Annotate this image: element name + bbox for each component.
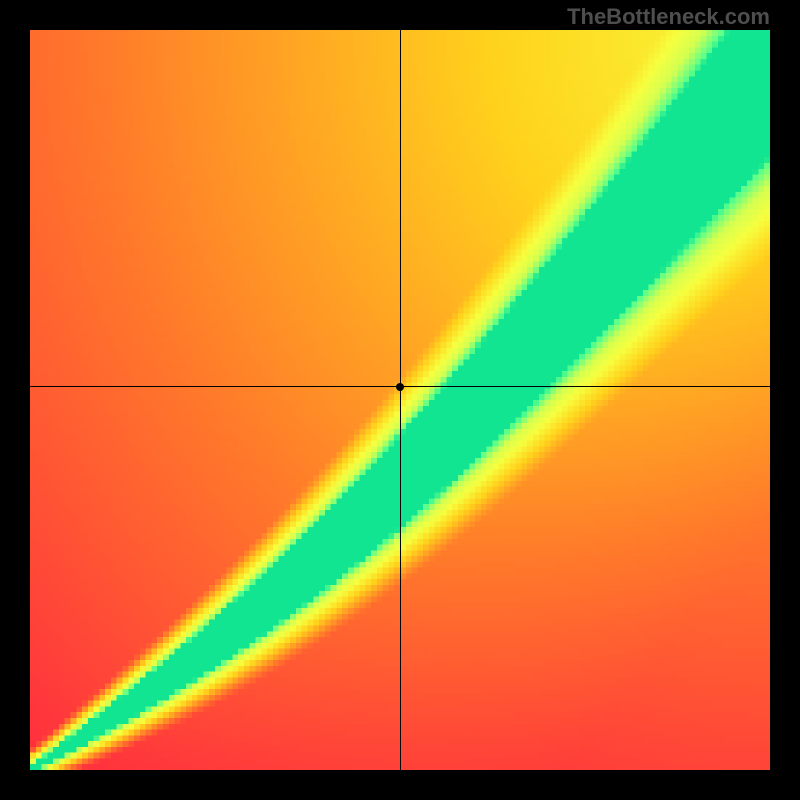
crosshair-marker	[396, 383, 404, 391]
crosshair-vertical	[400, 30, 401, 770]
chart-container: TheBottleneck.com	[0, 0, 800, 800]
watermark-text: TheBottleneck.com	[567, 4, 770, 30]
